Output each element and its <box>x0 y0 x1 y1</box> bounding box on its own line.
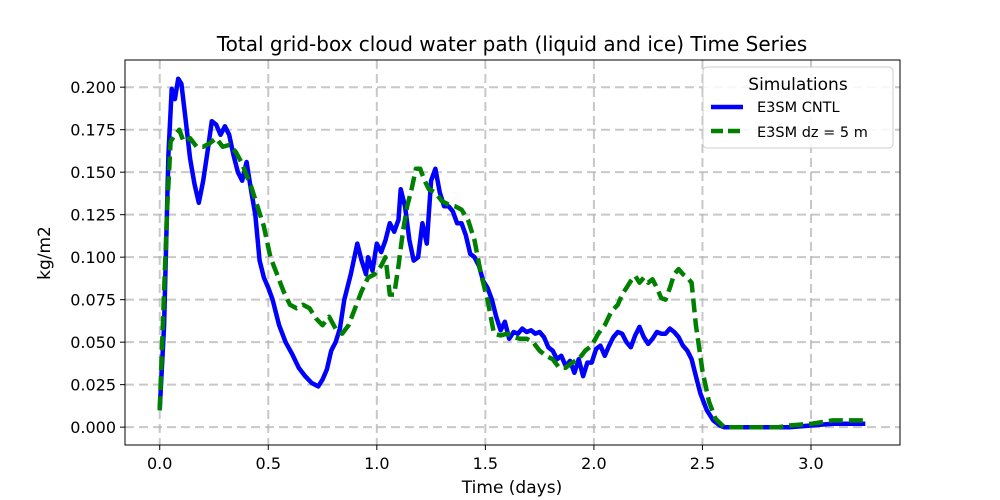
legend-label-cntl: E3SM CNTL <box>757 100 840 116</box>
x-tick-label: 2.5 <box>690 454 715 473</box>
x-axis-label: Time (days) <box>461 478 562 498</box>
y-tick-label: 0.125 <box>70 206 116 225</box>
chart-title: Total grid-box cloud water path (liquid … <box>216 32 807 56</box>
y-tick-label: 0.200 <box>70 78 116 97</box>
y-tick-label: 0.025 <box>70 376 116 395</box>
y-tick-label: 0.000 <box>70 418 116 437</box>
x-tick-label: 1.5 <box>473 454 498 473</box>
y-tick-label: 0.150 <box>70 163 116 182</box>
y-tick-label: 0.100 <box>70 248 116 267</box>
legend-label-dz5: E3SM dz = 5 m <box>757 125 868 141</box>
y-axis: 0.000 0.025 0.050 0.075 0.100 0.125 0.150 0.175… <box>70 78 125 437</box>
x-tick-label: 3.0 <box>798 454 823 473</box>
x-tick-label: 1.0 <box>364 454 389 473</box>
series-line-cntl <box>157 76 866 430</box>
legend-title: Simulations <box>748 75 848 95</box>
legend: Simulations E3SM CNTL E3SM dz = 5 m <box>702 66 894 149</box>
x-tick-label: 0.5 <box>256 454 281 473</box>
y-tick-label: 0.175 <box>70 121 116 140</box>
x-axis: 0.0 0.5 1.0 1.5 2.0 2.5 3.0 <box>147 445 824 473</box>
y-axis-label: kg/m2 <box>35 226 55 280</box>
x-tick-label: 2.0 <box>581 454 606 473</box>
y-tick-label: 0.050 <box>70 333 116 352</box>
series-layer <box>157 76 866 430</box>
plot-frame <box>124 59 901 446</box>
x-tick-label: 0.0 <box>147 454 172 473</box>
legend-box <box>702 66 894 149</box>
y-tick-label: 0.075 <box>70 291 116 310</box>
series-line-dz5 <box>157 127 866 430</box>
